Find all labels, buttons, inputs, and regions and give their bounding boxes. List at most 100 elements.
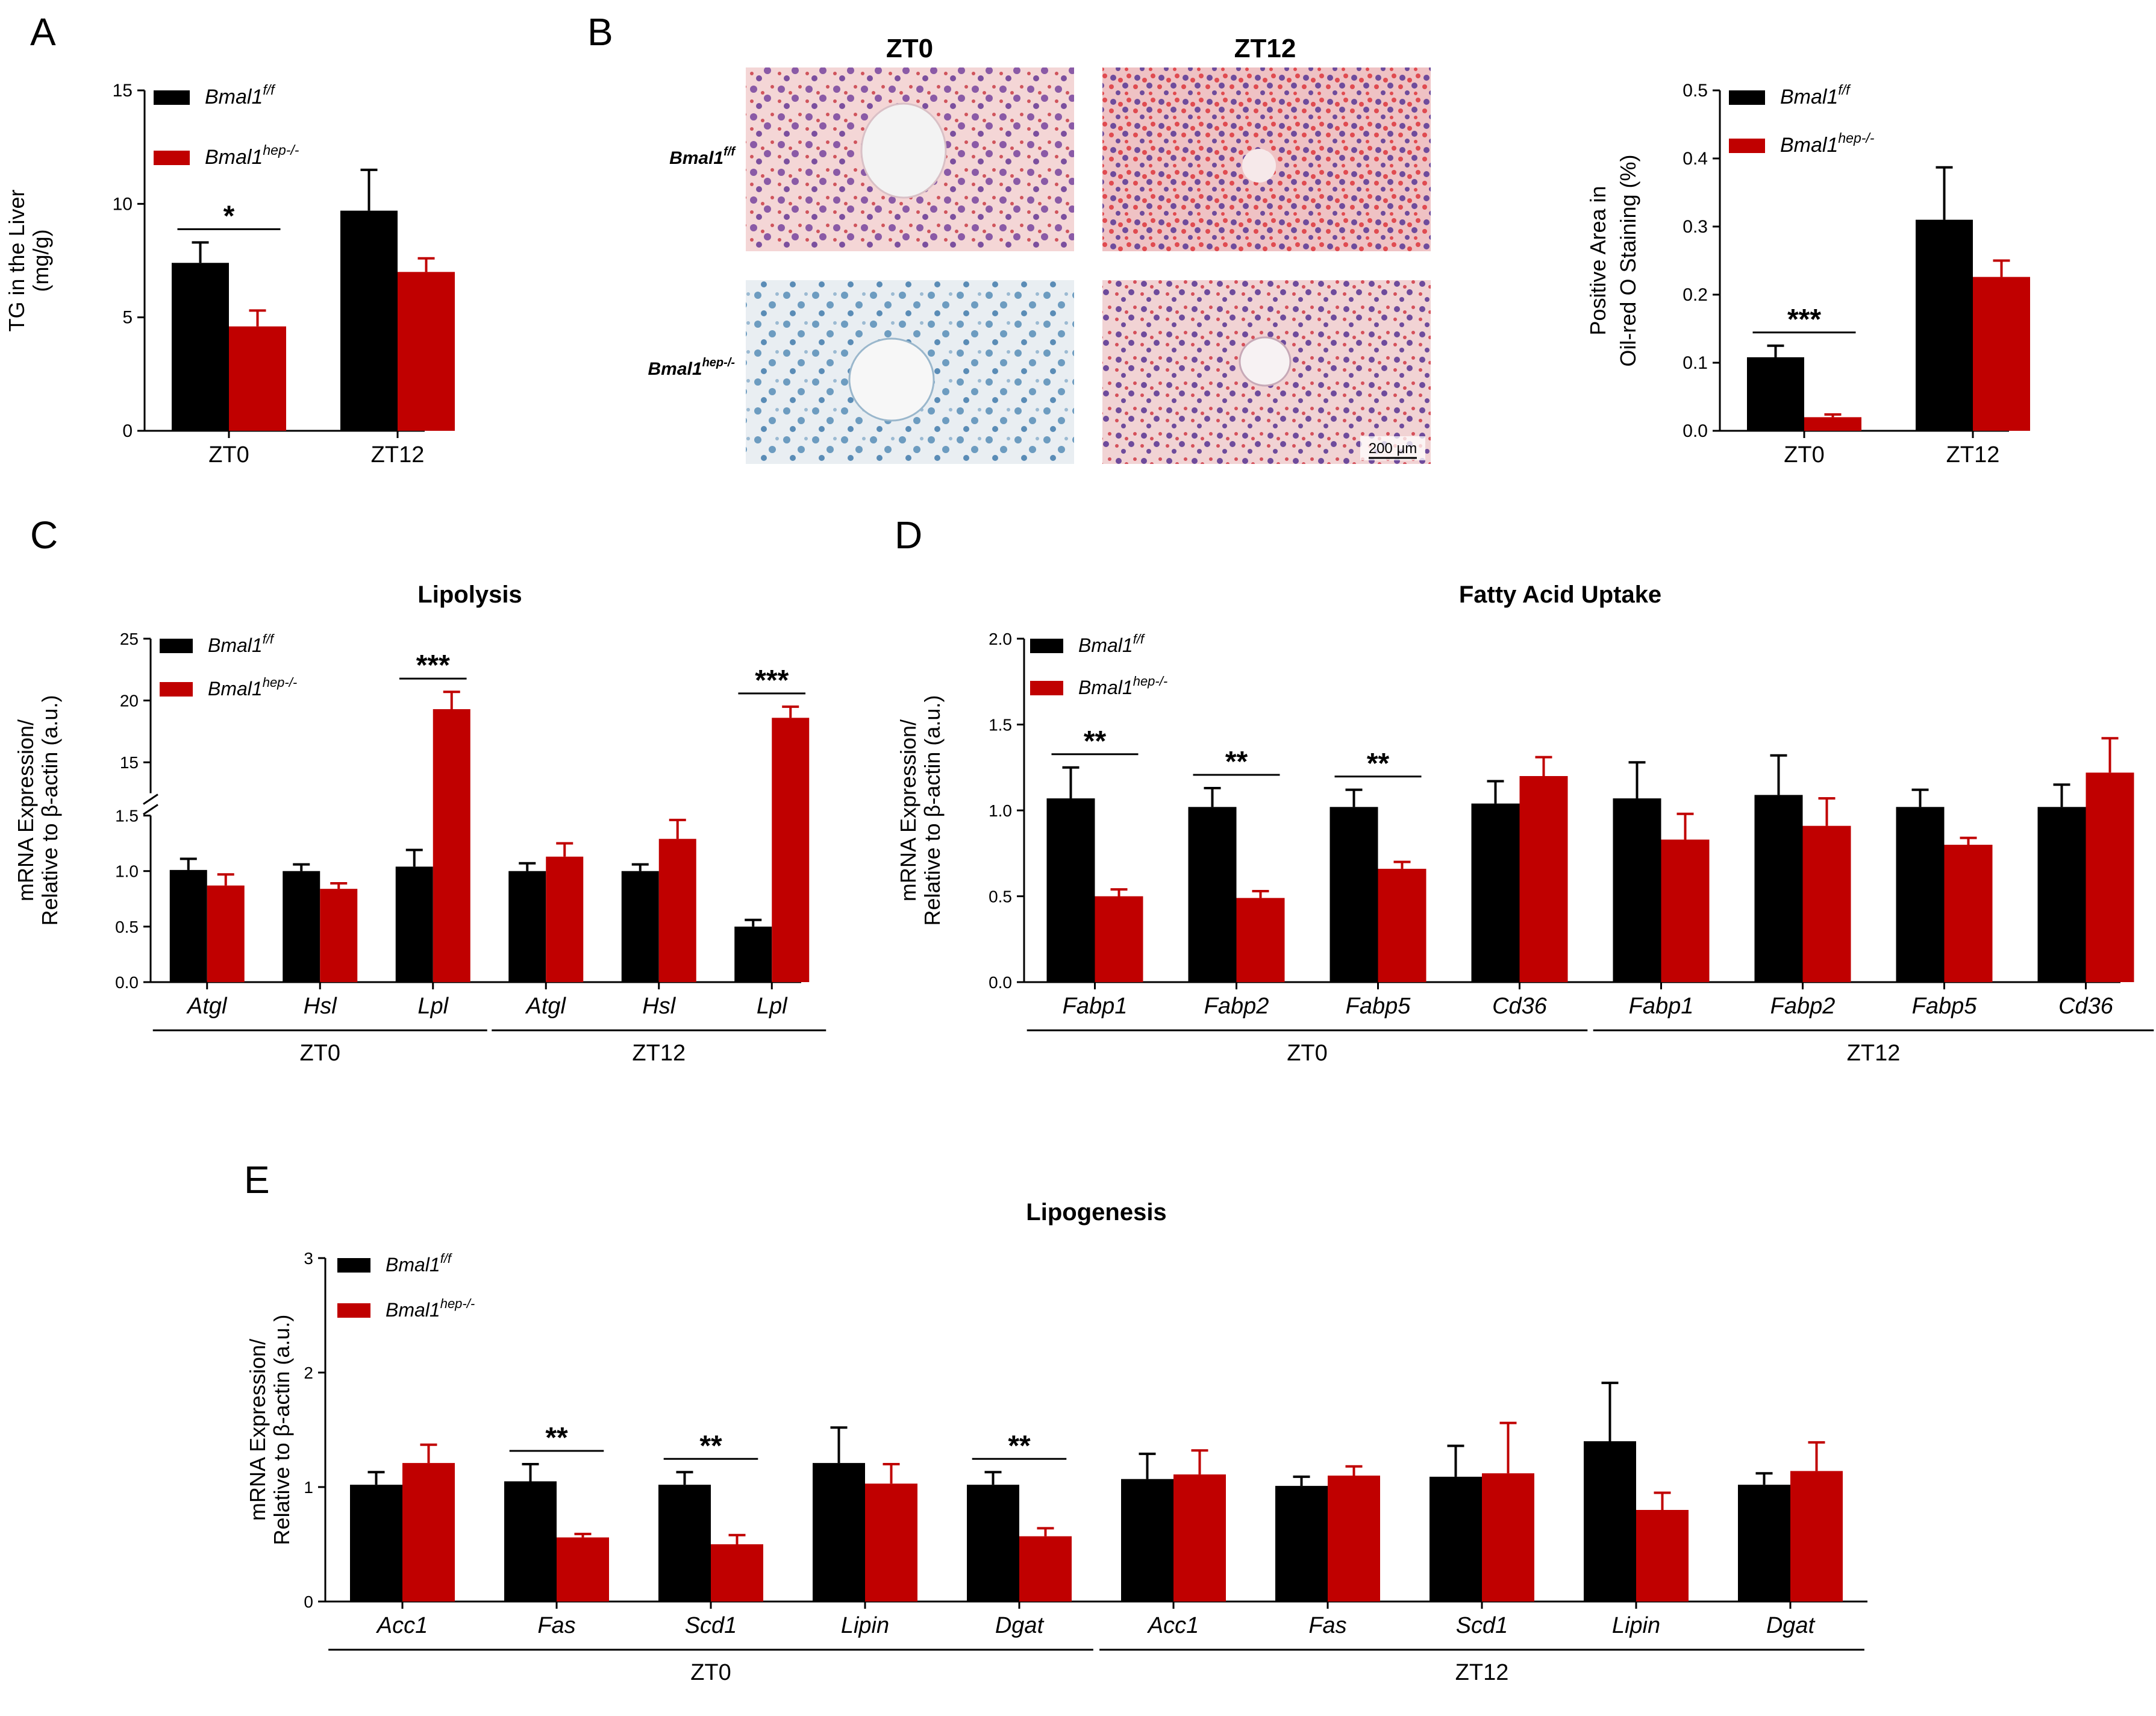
scale-bar-label: 200 μm xyxy=(1369,440,1417,457)
legend-label: Bmal1f/f xyxy=(386,1251,453,1276)
bar xyxy=(433,709,470,982)
y-axis-label: Relative to β-actin (a.u.) xyxy=(37,695,62,926)
bar xyxy=(772,718,810,982)
panel-label: E xyxy=(244,1158,270,1201)
group-label: ZT0 xyxy=(690,1660,731,1685)
bar xyxy=(1747,357,1804,431)
micrograph-row-label-control: Bmal1f/f xyxy=(669,145,736,168)
x-tick-label: Fabp2 xyxy=(1204,994,1269,1019)
bar xyxy=(658,1485,711,1602)
micrograph-knockout-zt12: 200 μm xyxy=(1102,280,1431,464)
bar xyxy=(711,1544,763,1602)
bar xyxy=(1636,1510,1689,1602)
bar xyxy=(1095,896,1143,982)
legend-label: Bmal1hep-/- xyxy=(386,1296,475,1321)
x-tick-label: Atgl xyxy=(525,994,567,1019)
y-tick-label: 0.1 xyxy=(1683,353,1708,373)
bar xyxy=(1790,1471,1843,1602)
x-tick-label: Cd36 xyxy=(1492,994,1548,1019)
x-tick-label: Lipin xyxy=(1612,1613,1660,1638)
bar xyxy=(1471,803,1520,982)
group-label: ZT12 xyxy=(1847,1041,1901,1066)
legend-swatch xyxy=(1729,90,1765,105)
significance-marker: *** xyxy=(1787,304,1821,336)
bar xyxy=(504,1481,557,1602)
legend-swatch xyxy=(337,1303,370,1318)
bar xyxy=(1046,798,1095,982)
bar xyxy=(172,263,229,431)
y-tick-label: 1.5 xyxy=(989,716,1012,734)
x-tick-label: Dgat xyxy=(1766,1613,1816,1638)
y-tick-label: 0.5 xyxy=(1683,81,1708,101)
bar xyxy=(169,869,207,982)
bar xyxy=(1330,807,1378,982)
significance-marker: ** xyxy=(1225,746,1248,778)
legend-swatch xyxy=(337,1258,370,1273)
bar xyxy=(546,856,584,982)
bar xyxy=(1121,1479,1173,1602)
panel-label: A xyxy=(30,10,56,54)
bar xyxy=(557,1537,609,1602)
legend-label: Bmal1f/f xyxy=(208,631,275,656)
legend-label: Bmal1hep-/- xyxy=(205,142,299,169)
x-tick-label: ZT12 xyxy=(1946,442,2000,468)
y-tick-label: 0 xyxy=(304,1592,313,1611)
micrograph-control-zt12 xyxy=(1102,67,1431,251)
panel-label-b: B xyxy=(587,10,613,54)
y-axis-label: mRNA Expression/ xyxy=(245,1339,270,1521)
y-axis-label: TG in the Liver xyxy=(4,189,29,331)
axis-break-mark xyxy=(143,794,158,805)
bar xyxy=(2037,807,2086,982)
y-tick-label: 15 xyxy=(113,81,133,101)
bar xyxy=(1430,1476,1482,1602)
x-tick-label: Scd1 xyxy=(1456,1613,1508,1638)
x-tick-label: Lipin xyxy=(841,1613,889,1638)
x-tick-label: Fas xyxy=(537,1613,575,1638)
bar xyxy=(1378,868,1426,982)
bar xyxy=(1482,1473,1534,1602)
y-tick-label: 0.0 xyxy=(989,973,1012,992)
bar xyxy=(1661,839,1710,982)
axis-break-mark xyxy=(143,804,158,815)
micrograph-col-label-zt0: ZT0 xyxy=(886,34,933,63)
bar xyxy=(207,885,245,982)
significance-marker: ** xyxy=(1008,1430,1031,1462)
legend-label: Bmal1f/f xyxy=(205,82,276,108)
y-axis-label: (mg/g) xyxy=(28,229,53,292)
legend-swatch xyxy=(154,90,190,105)
y-axis-label: Relative to β-actin (a.u.) xyxy=(269,1315,294,1545)
panel-label: D xyxy=(895,513,922,557)
bar xyxy=(1944,845,1993,982)
y-axis-label: Relative to β-actin (a.u.) xyxy=(920,695,945,926)
bar xyxy=(1896,807,1945,982)
significance-marker: ** xyxy=(699,1430,722,1462)
x-tick-label: Hsl xyxy=(642,994,676,1019)
x-tick-label: Fabp5 xyxy=(1346,994,1411,1019)
significance-marker: ** xyxy=(1367,748,1390,780)
significance-marker: ** xyxy=(1084,725,1107,757)
significance-marker: *** xyxy=(416,650,450,681)
bar xyxy=(398,272,455,431)
y-tick-label: 0.4 xyxy=(1683,149,1708,169)
y-tick-label: 1.0 xyxy=(989,801,1012,820)
legend-swatch xyxy=(160,682,193,697)
legend-swatch xyxy=(154,151,190,165)
x-tick-label: Fabp5 xyxy=(1912,994,1978,1019)
bar xyxy=(734,926,772,982)
y-tick-label: 0.0 xyxy=(115,973,139,992)
legend-swatch xyxy=(160,639,193,653)
x-tick-label: Acc1 xyxy=(376,1613,428,1638)
x-tick-label: Scd1 xyxy=(685,1613,737,1638)
y-tick-label: 15 xyxy=(120,753,139,772)
chart-e: E Lipogenesis 0 1 2 3 mRNA Expression/Relative… xyxy=(244,1158,1867,1685)
bar xyxy=(340,210,398,431)
bar xyxy=(1519,776,1568,982)
legend-label: Bmal1hep-/- xyxy=(1780,130,1875,157)
y-tick-label: 0.2 xyxy=(1683,285,1708,305)
micrograph-panel: B ZT0 ZT12 Bmal1f/f Bmal1hep-/- 200 μm xyxy=(587,10,1431,464)
bar xyxy=(621,871,659,982)
x-tick-label: Fabp2 xyxy=(1770,994,1836,1019)
y-tick-label: 10 xyxy=(113,194,133,214)
significance-marker: *** xyxy=(755,665,789,697)
